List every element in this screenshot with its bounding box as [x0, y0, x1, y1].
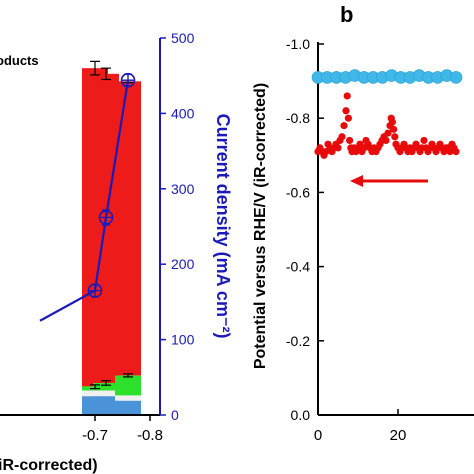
y-tick-label-b: -0.6: [286, 184, 310, 200]
bar-error: [123, 373, 133, 378]
bar-segment: [93, 396, 119, 415]
x-ticks-a: -0.7 -0.8: [82, 415, 163, 444]
right-y-tick-label: 500: [171, 30, 195, 46]
data-point: [340, 122, 348, 130]
series-red-points: [314, 92, 460, 159]
y-tick-label-b: -0.8: [286, 110, 310, 126]
y-tick-label-b: -0.4: [286, 259, 310, 275]
x-tick-label-b: 20: [390, 427, 407, 444]
data-point: [449, 71, 463, 84]
y-tick-label-b: -1.0: [286, 36, 310, 52]
bar-segment: [115, 81, 141, 376]
data-point: [384, 129, 392, 137]
panel-a: -0.7 -0.8 0 100 200 300 400 500 oducts iR-corr…: [0, 30, 233, 474]
current-density-point: [98, 209, 114, 226]
legend-products-label: oducts: [0, 53, 39, 68]
current-density-point: [87, 283, 103, 298]
x-tick-label: -0.8: [137, 427, 163, 444]
bar-segment: [115, 375, 141, 396]
right-y-tick-label: 400: [171, 105, 195, 121]
y-ticks-b: 0.0 -0.2 -0.4 -0.6 -0.8 -1.0: [286, 36, 324, 423]
bar-segment: [115, 395, 141, 401]
x-axis-label-a: iR-corrected): [0, 457, 98, 474]
data-point: [382, 136, 390, 145]
right-y-ticks: 0 100 200 300 400 500: [160, 30, 195, 423]
panel-b: b 0.0 -0.2 -0.4 -0.6 -0.8 -1.0 0 20 Potential …: [252, 2, 474, 444]
data-point: [342, 107, 350, 115]
x-ticks-b: 0 20: [314, 409, 407, 444]
current-density-series: [39, 72, 136, 322]
bar-error-bars: [90, 60, 133, 390]
data-point: [344, 114, 352, 122]
right-y-tick-label: 200: [171, 256, 195, 272]
y-axis-title-b: Potential versus RHE/V (iR-corrected): [252, 83, 269, 369]
bar-error: [90, 384, 100, 390]
current-density-line: [39, 80, 130, 322]
direction-arrow: [350, 175, 428, 187]
stacked-bars: [82, 68, 141, 415]
data-point: [334, 144, 342, 152]
y-tick-label-b: 0.0: [291, 407, 311, 423]
data-point: [346, 136, 354, 145]
right-y-tick-label: 100: [171, 332, 195, 348]
bar-segment: [115, 400, 141, 415]
series-blue-points: [311, 69, 463, 84]
bar-error: [90, 60, 100, 76]
x-tick-label-b: 0: [314, 427, 322, 444]
panel-b-label: b: [340, 2, 353, 27]
y-tick-label-b: -0.2: [286, 333, 310, 349]
data-point: [343, 92, 351, 100]
bar-segment: [93, 73, 119, 383]
data-point: [390, 125, 398, 133]
bar-segment: [93, 382, 119, 391]
bar-error: [101, 67, 111, 81]
right-y-tick-label: 300: [171, 181, 195, 197]
data-point: [338, 133, 346, 141]
data-point: [391, 133, 399, 141]
data-point: [388, 118, 396, 126]
right-y-tick-label: 0: [171, 407, 179, 423]
potential-series: [311, 69, 463, 159]
right-y-axis-title: Current density (mA cm⁻²): [213, 114, 233, 339]
data-point: [452, 147, 460, 156]
bar-error: [101, 380, 111, 386]
x-tick-label: -0.7: [82, 427, 108, 444]
data-point: [420, 136, 428, 145]
bar-segment: [93, 390, 119, 397]
current-density-point: [120, 72, 136, 88]
